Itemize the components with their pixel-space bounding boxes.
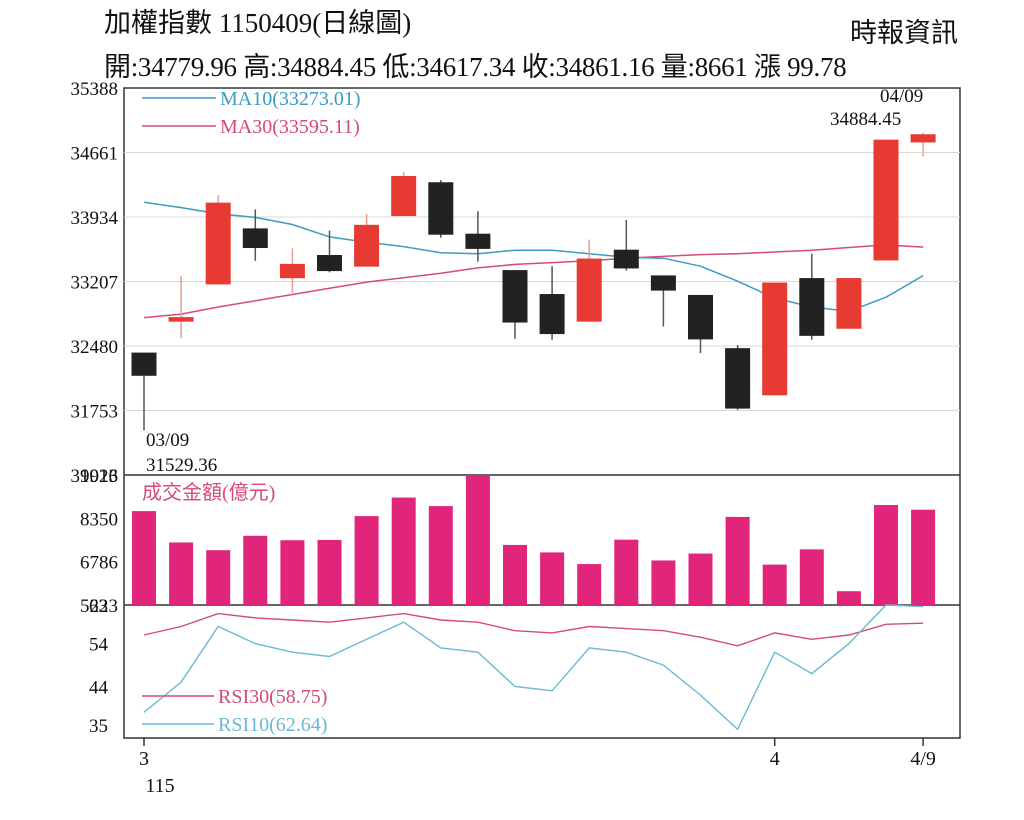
volume-tick-label: 8350: [80, 509, 118, 530]
rsi30-line: [143, 612, 924, 647]
volume-bar: [836, 591, 861, 605]
candle-body: [279, 263, 305, 279]
candle-body: [799, 278, 825, 336]
x-tick-label: 115: [145, 775, 174, 797]
price-tick-label: 33207: [71, 273, 119, 294]
price-tick-label: 34661: [71, 144, 119, 165]
candle-body: [428, 182, 454, 235]
rsi10-line: [143, 604, 924, 731]
candle-body: [131, 352, 157, 376]
volume-bar: [132, 511, 156, 605]
volume-bar: [651, 560, 676, 605]
candle-body: [725, 348, 751, 409]
volume-bar: [317, 539, 342, 605]
rsi30-legend-label: RSI30(58.75): [218, 686, 327, 708]
x-tick-label: 4/9: [910, 748, 936, 770]
low-value-annotation: 31529.36: [146, 455, 217, 476]
ma30-line: [143, 244, 924, 319]
volume-bar: [206, 550, 231, 605]
volume-bar: [688, 553, 713, 605]
price-tick-label: 33934: [71, 208, 119, 229]
low-date-annotation: 03/09: [146, 430, 189, 451]
ma10-line: [143, 201, 924, 313]
data-source: 時報資訊: [850, 18, 958, 48]
candle-body: [354, 224, 380, 267]
volume-bar: [503, 544, 527, 605]
price-tick-label: 31026: [71, 466, 119, 487]
candle-body: [391, 176, 417, 217]
volume-bar: [169, 542, 194, 605]
ma10-legend-label: MA10(33273.01): [220, 88, 361, 110]
volume-bar: [354, 516, 379, 605]
candle-body: [650, 275, 676, 291]
candle-body: [539, 294, 565, 335]
rsi-tick-label: 44: [89, 678, 109, 699]
volume-tick-label: 6786: [80, 553, 118, 574]
candle-body: [242, 228, 268, 249]
high-date-annotation: 04/09: [880, 86, 923, 107]
ohlc-summary: 開:34779.96 高:34884.45 低:34617.34 收:34861…: [104, 52, 847, 82]
volume-tick-label: 5223: [80, 596, 118, 617]
chart-title: 加權指數 1150409(日線圖): [104, 8, 412, 38]
candle-body: [465, 233, 491, 249]
volume-bar: [243, 535, 268, 605]
rsi-tick-label: 63: [89, 596, 108, 617]
rsi10-legend-label: RSI10(62.64): [218, 714, 327, 736]
volume-bar: [762, 564, 787, 605]
rsi-tick-label: 35: [89, 716, 108, 737]
x-tick-label: 3: [139, 748, 149, 770]
ma30-legend-label: MA30(33595.11): [220, 116, 360, 138]
candle-body: [688, 294, 713, 340]
price-tick-label: 31753: [71, 402, 119, 423]
rsi-tick-label: 54: [89, 635, 109, 656]
candle-body: [576, 258, 602, 322]
volume-bar: [428, 506, 453, 605]
volume-tick-label: 9913: [80, 466, 118, 487]
candle-body: [613, 249, 639, 269]
candle-body: [205, 202, 231, 285]
candle-body: [502, 270, 528, 323]
high-value-annotation: 34884.45: [830, 109, 901, 130]
volume-panel-label: 成交金額(億元): [142, 481, 275, 504]
volume-bar: [799, 549, 824, 605]
volume-bar: [577, 564, 602, 605]
volume-bar: [280, 540, 305, 605]
volume-bar: [465, 476, 490, 605]
candle-body: [762, 282, 788, 396]
x-tick-label: 4: [770, 748, 780, 770]
volume-bar: [614, 539, 639, 605]
volume-bar: [911, 509, 936, 605]
price-tick-label: 35388: [71, 79, 119, 100]
volume-bar: [874, 505, 898, 605]
candle-body: [836, 278, 862, 329]
chart-frame: [123, 87, 961, 739]
candle-body: [168, 317, 194, 322]
volume-bar: [540, 552, 565, 605]
candle-body: [910, 134, 936, 143]
volume-bar: [391, 497, 416, 605]
volume-bar: [725, 516, 750, 605]
candle-body: [873, 139, 899, 261]
price-tick-label: 32480: [71, 337, 119, 358]
candle-body: [317, 255, 342, 272]
